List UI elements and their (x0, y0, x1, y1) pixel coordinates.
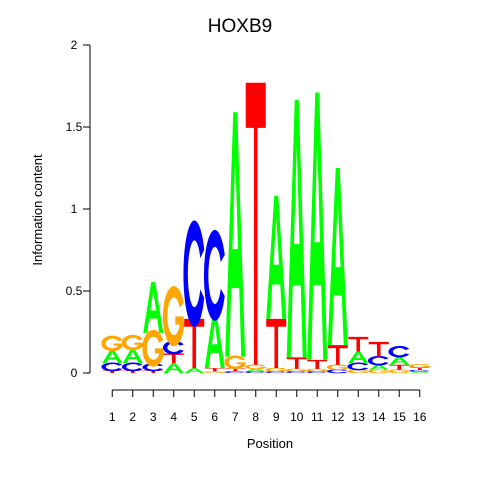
x-tick-label: 13 (352, 410, 366, 424)
logo-letter-a (225, 112, 246, 357)
chart-title: HOXB9 (208, 16, 272, 37)
x-tick-label: 1 (109, 410, 116, 424)
logo-letter-g (203, 371, 226, 374)
logo-letter-a (286, 99, 307, 358)
logo-letter-g (367, 369, 390, 374)
y-tick-label: 0.5 (66, 284, 83, 298)
logo-letter-c (327, 369, 348, 374)
logo-letter-c (409, 369, 430, 372)
logo-letter-a (245, 368, 266, 372)
logo-letter-t (286, 357, 307, 369)
logo-letter-t (143, 370, 164, 373)
logo-letter-c (183, 220, 205, 327)
x-tick-label: 16 (413, 410, 427, 424)
logo-letter-a (122, 349, 143, 364)
logo-letter-c (265, 371, 287, 374)
y-tick-label: 1.5 (66, 120, 83, 134)
logo-letter-t (327, 345, 348, 365)
logo-letter-c (388, 345, 410, 358)
logo-letter-a (204, 313, 225, 369)
y-axis-label: Information content (30, 154, 45, 266)
logo-letter-a (348, 351, 369, 364)
logo-letter-g (306, 368, 329, 372)
logo-letter-a (409, 371, 430, 373)
logo-letter-t (163, 353, 184, 364)
logo-letter-t (102, 370, 123, 373)
logo-letter-g (244, 364, 267, 370)
x-tick-label: 3 (150, 410, 157, 424)
x-tick-label: 10 (290, 410, 304, 424)
x-tick-label: 2 (129, 410, 136, 424)
y-axis: 0 0.5 1 1.5 2 (66, 38, 91, 380)
logo-letter-c (286, 371, 307, 374)
logo-letter-a (368, 364, 389, 370)
logo-letter-c (367, 355, 389, 366)
logo-letter-a (266, 195, 287, 319)
logo-letter-g (224, 355, 247, 370)
logo-letter-g (101, 335, 124, 352)
logo-letter-a (102, 350, 123, 364)
logo-letter-c (121, 362, 143, 372)
x-tick-label: 6 (211, 410, 218, 424)
logo-letter-g (121, 334, 144, 351)
logo-letter-t (245, 82, 266, 365)
x-tick-label: 8 (252, 410, 259, 424)
logo-letter-c (245, 371, 266, 374)
logo-letter-g (162, 286, 185, 347)
logo-letter-g (326, 364, 349, 371)
x-axis-label: Position (247, 436, 293, 451)
logo-letter-t (307, 359, 328, 369)
logo-letter-c (347, 362, 369, 371)
logo-letter-t (204, 368, 225, 372)
logo-letter-t (409, 367, 430, 371)
y-tick-label: 0 (71, 366, 78, 380)
y-tick-label: 1 (71, 202, 78, 216)
x-axis: 1 2 3 4 5 6 7 8 9 10 11 12 13 14 15 16 (109, 389, 427, 424)
x-tick-label: 15 (393, 410, 407, 424)
logo-letter-t (389, 364, 410, 370)
logo-letter-c (101, 362, 123, 372)
logo-letter-a (389, 356, 410, 365)
x-tick-label: 9 (273, 410, 280, 424)
logo-letter-t (368, 341, 389, 357)
x-tick-label: 7 (232, 410, 239, 424)
logo-letter-t (184, 318, 205, 369)
logo-letter-t (225, 368, 246, 372)
logo-letter-t (348, 336, 369, 352)
logo-letter-c (306, 371, 328, 374)
x-tick-label: 11 (311, 410, 324, 424)
x-tick-label: 4 (170, 410, 177, 424)
logo-letter-t (122, 370, 143, 373)
y-tick-label: 2 (71, 38, 78, 52)
logo-letters (101, 82, 431, 374)
logo-letter-g (408, 364, 431, 368)
logo-letter-c (203, 229, 225, 321)
logo-letter-a (163, 363, 184, 373)
logo-letter-a (327, 168, 348, 346)
logo-letter-g (142, 329, 165, 367)
logo-letter-c (224, 371, 246, 374)
logo-letter-g (285, 368, 308, 372)
logo-letter-g (388, 369, 411, 374)
logo-letter-g (265, 367, 288, 372)
logo-letter-a (143, 281, 164, 333)
x-tick-label: 12 (331, 410, 345, 424)
logo-letter-t (266, 318, 287, 369)
logo-letter-a (307, 92, 328, 360)
logo-letter-a (184, 368, 205, 373)
x-tick-label: 14 (372, 410, 386, 424)
x-tick-label: 5 (191, 410, 198, 424)
